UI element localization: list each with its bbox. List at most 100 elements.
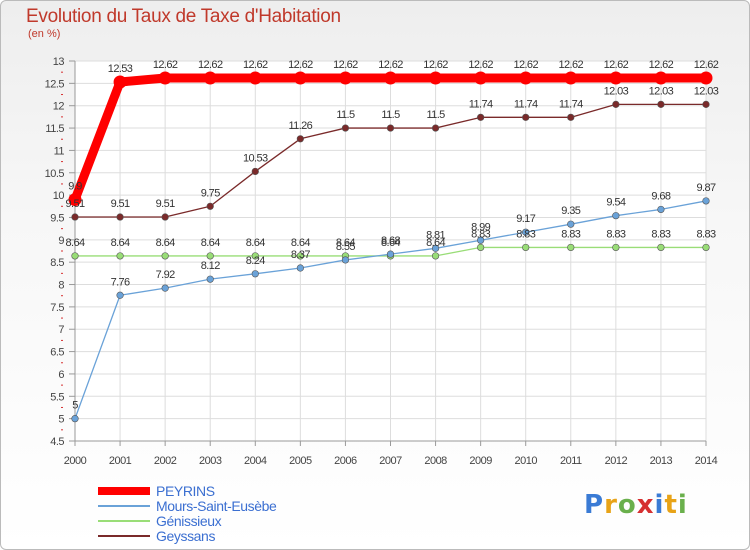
data-point <box>702 197 710 205</box>
data-label: 8.83 <box>471 228 490 240</box>
data-point <box>654 71 668 85</box>
data-point <box>567 113 575 121</box>
y-tick-label: 12 <box>53 101 65 113</box>
data-label: 11.74 <box>514 98 538 110</box>
data-point <box>341 256 350 264</box>
data-point <box>474 71 488 85</box>
y-tick-label: 6.5 <box>50 347 64 359</box>
y-tick-label: 12.5 <box>45 78 65 90</box>
x-tick-label: 2012 <box>605 455 628 467</box>
x-tick-label: 2010 <box>514 455 537 467</box>
data-label: 7.92 <box>156 269 175 281</box>
data-label: 11.74 <box>559 98 583 110</box>
legend-item: Mours-Saint-Eusèbe <box>98 498 358 514</box>
data-point <box>386 250 395 258</box>
data-point <box>113 75 127 89</box>
y-tick-label: 4.5 <box>50 436 64 448</box>
axes: 4.5 5 5.5 6 6.5 7 7.5 8 8.5 9 9.5 10 10.5 11 11.5 12 12.… <box>45 56 719 467</box>
data-label: 12.62 <box>559 59 584 71</box>
data-label: 12.62 <box>198 59 223 71</box>
series-group <box>68 71 713 423</box>
data-label: 12.62 <box>243 59 268 71</box>
y-tick-label: 8.5 <box>50 257 64 269</box>
data-label: 8.12 <box>201 260 220 272</box>
data-label: 12.62 <box>288 59 313 71</box>
x-tick-label: 2001 <box>109 455 132 467</box>
y-tick-label: 7 <box>58 324 64 336</box>
data-point <box>477 236 485 244</box>
y-tick-label: 11.5 <box>45 123 64 135</box>
data-point <box>68 193 82 207</box>
data-labels: 9.9 12.53 12.62 12.62 12.62 12.62 12.62 12.62 12… <box>65 59 719 412</box>
data-label: 8.64 <box>291 237 310 249</box>
legend-label: Génissieux <box>156 513 222 529</box>
y-tick-label: 11 <box>54 145 65 157</box>
data-label: 8.55 <box>336 241 355 253</box>
data-label: 8.68 <box>381 235 400 247</box>
data-label: 9.51 <box>156 198 175 210</box>
x-tick-label: 2006 <box>334 455 357 467</box>
data-label: 9.54 <box>606 197 625 209</box>
data-label: 8.37 <box>291 249 310 261</box>
data-point <box>609 71 623 85</box>
y-tick-label: 9.5 <box>50 212 64 224</box>
data-point <box>71 252 79 260</box>
legend-swatch <box>98 487 150 495</box>
data-point <box>206 202 214 210</box>
data-point <box>158 71 172 85</box>
data-label: 9.51 <box>111 198 130 210</box>
y-tick-label: 10.5 <box>45 168 65 180</box>
proxiti-logo: Proxiti <box>584 490 688 520</box>
data-point <box>116 291 124 299</box>
data-point <box>384 71 397 85</box>
logo-letter: i <box>677 490 688 520</box>
x-tick-label: 2000 <box>64 455 87 467</box>
data-point <box>116 252 124 260</box>
data-point <box>431 124 440 132</box>
x-tick-label: 2005 <box>289 455 312 467</box>
legend-swatch <box>98 505 150 507</box>
legend-item: Génissieux <box>98 513 358 529</box>
y-tick-label: 6 <box>58 369 64 381</box>
data-label: 9.87 <box>696 182 715 194</box>
data-point <box>702 243 710 252</box>
chart-subtitle: (en %) <box>28 28 61 40</box>
data-point <box>477 243 485 252</box>
data-label: 9.75 <box>201 187 220 199</box>
data-point <box>567 243 575 252</box>
data-label: 8.99 <box>471 221 490 233</box>
x-tick-label: 2011 <box>560 455 582 467</box>
data-label: 12.03 <box>694 85 719 97</box>
data-point <box>567 220 575 228</box>
data-point <box>699 71 713 85</box>
data-point <box>477 113 485 121</box>
data-point <box>251 167 259 176</box>
data-label: 8.64 <box>246 237 265 249</box>
logo-letter: P <box>584 490 605 520</box>
data-label: 8.83 <box>696 228 715 240</box>
legend-item: Geyssans <box>98 528 358 544</box>
data-point <box>296 252 304 260</box>
data-point <box>203 71 217 85</box>
data-label: 11.26 <box>288 120 312 132</box>
data-point <box>522 243 530 252</box>
y-tick-label: 9 <box>58 235 64 247</box>
data-point <box>338 71 352 85</box>
y-tick-label: 8 <box>58 280 64 292</box>
data-label: 8.64 <box>156 237 175 249</box>
data-label: 11.74 <box>469 98 493 110</box>
logo-letter: o <box>617 490 637 520</box>
data-point <box>296 135 304 143</box>
data-label: 12.03 <box>649 85 674 97</box>
data-label: 12.62 <box>604 59 629 71</box>
data-label: 8.83 <box>561 228 580 240</box>
legend-label: PEYRINS <box>156 483 215 499</box>
data-point <box>612 212 620 220</box>
data-label: 8.64 <box>111 237 130 249</box>
data-label: 12.62 <box>378 59 403 71</box>
data-point <box>296 264 304 272</box>
data-label: 9.35 <box>561 205 580 217</box>
data-point <box>702 100 710 108</box>
data-label: 11.5 <box>381 109 400 121</box>
data-label: 8.64 <box>201 237 220 249</box>
